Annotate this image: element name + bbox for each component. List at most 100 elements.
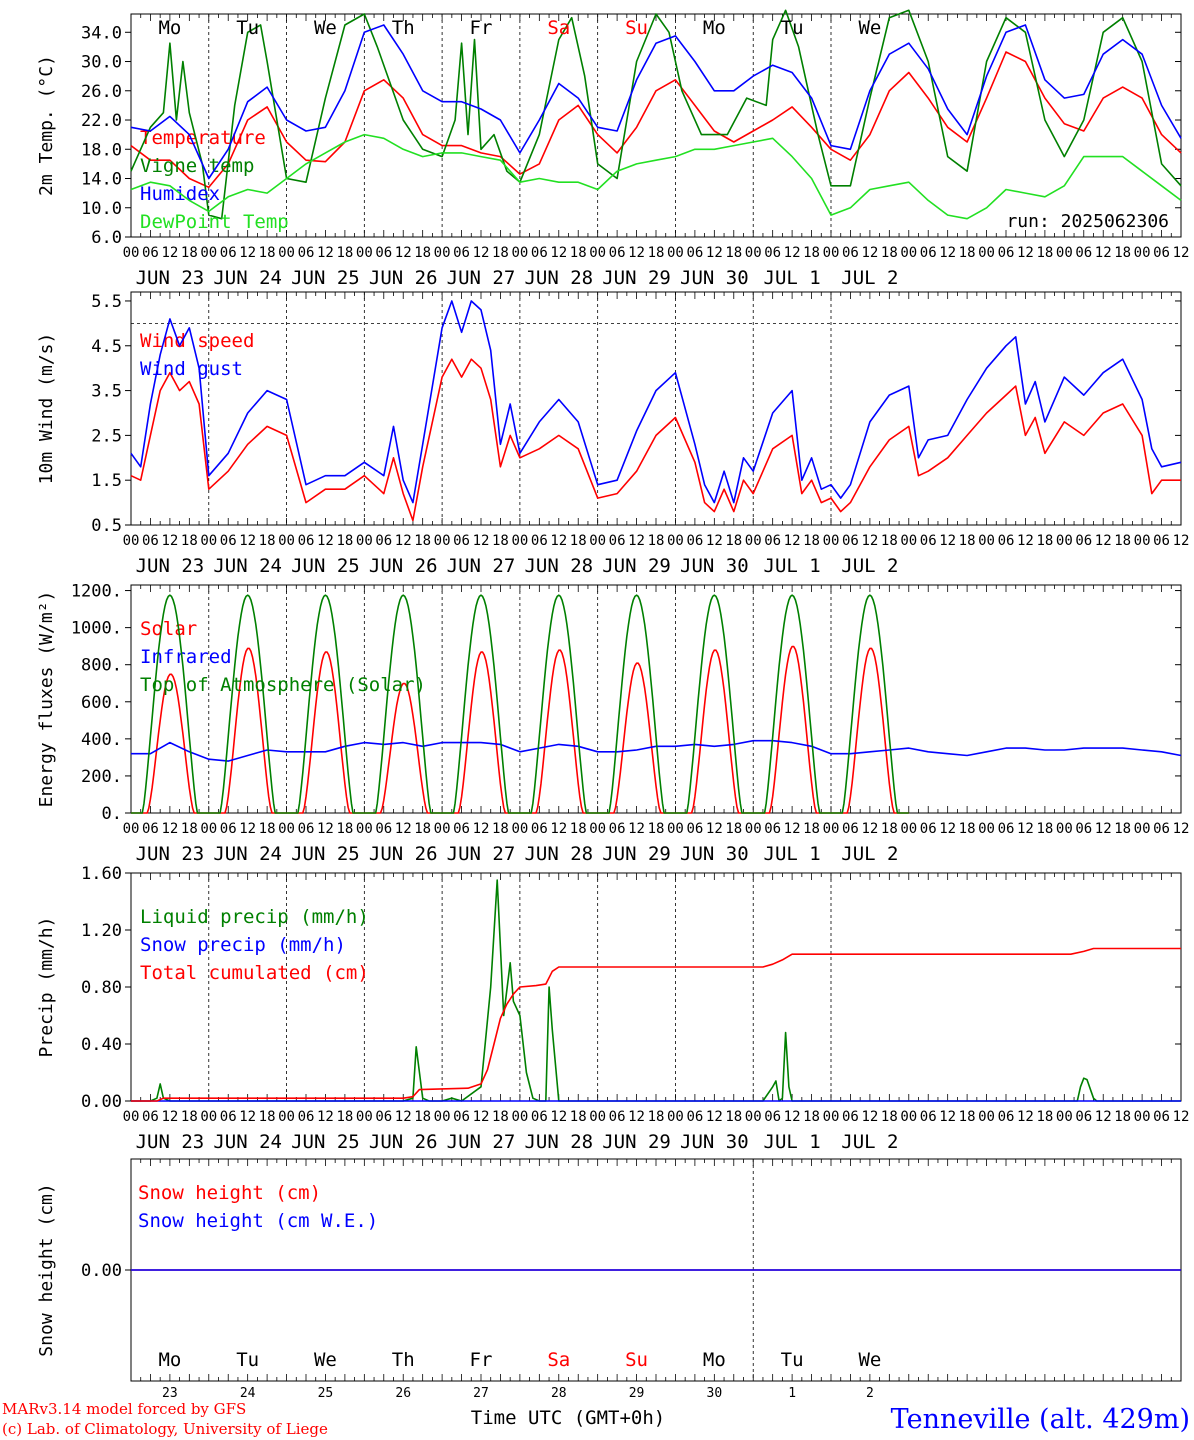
hour-tick-label: 06 xyxy=(920,821,937,837)
hour-tick-label: 12 xyxy=(317,1109,334,1125)
y-tick-label: 34.0 xyxy=(81,23,122,43)
hour-tick-label: 18 xyxy=(1114,1109,1131,1125)
day-label: JUN 28 xyxy=(524,843,593,865)
hour-tick-label: 12 xyxy=(550,821,567,837)
hour-tick-label: 18 xyxy=(492,245,509,261)
hour-tick-label: 00 xyxy=(667,821,684,837)
hour-tick-label: 12 xyxy=(239,245,256,261)
hour-tick-label: 12 xyxy=(1095,245,1112,261)
legend-entry: Solar xyxy=(140,618,197,640)
hour-tick-label: 00 xyxy=(745,821,762,837)
y-tick-label: 10.0 xyxy=(81,199,122,219)
hour-tick-label: 18 xyxy=(414,821,431,837)
y-axis-title: 2m Temp. (°C) xyxy=(36,55,57,196)
hour-tick-label: 18 xyxy=(181,533,198,549)
hour-tick-label: 06 xyxy=(609,245,626,261)
hour-tick-label: 18 xyxy=(725,821,742,837)
y-tick-label: 22.0 xyxy=(81,111,122,131)
hour-tick-label: 12 xyxy=(239,821,256,837)
hour-tick-label: 06 xyxy=(998,1109,1015,1125)
hour-tick-label: 00 xyxy=(356,245,373,261)
day-label: JUN 25 xyxy=(291,1131,360,1153)
snow-panel: 0.00 Snow height (cm) Snow height (cm) Snow… xyxy=(36,1158,1182,1401)
legend-entry: Snow height (cm W.E.) xyxy=(138,1210,378,1232)
day-label: JUL 2 xyxy=(841,267,898,289)
y-tick-label: 2.5 xyxy=(91,426,122,446)
hour-tick-label: 06 xyxy=(686,1109,703,1125)
series-line-humidex xyxy=(130,24,1182,180)
hour-tick-label: 12 xyxy=(550,533,567,549)
precip-panel: 0.00 0.40 0.80 1.20 1.60 Precip (mm/h) Liquid … xyxy=(36,864,1189,1153)
hour-tick-label: 00 xyxy=(745,245,762,261)
hour-tick-label: 18 xyxy=(803,245,820,261)
hour-tick-label: 12 xyxy=(784,533,801,549)
hour-tick-label: 06 xyxy=(375,821,392,837)
hour-tick-label: 06 xyxy=(764,1109,781,1125)
hour-tick-label: 18 xyxy=(414,533,431,549)
hour-tick-label: 00 xyxy=(200,821,217,837)
hour-tick-label: 06 xyxy=(298,533,315,549)
hour-tick-label: 00 xyxy=(745,533,762,549)
hour-tick-label: 00 xyxy=(278,1109,295,1125)
hour-tick-label: 18 xyxy=(336,821,353,837)
hour-tick-label: 18 xyxy=(570,245,587,261)
weekday-label: Fr xyxy=(470,1349,493,1371)
hour-tick-label: 12 xyxy=(1173,821,1190,837)
hour-tick-label: 00 xyxy=(356,533,373,549)
day-label: JUN 30 xyxy=(680,1131,749,1153)
weekday-label: We xyxy=(314,17,337,39)
hour-tick-label: 12 xyxy=(473,1109,490,1125)
hour-tick-label: 00 xyxy=(200,245,217,261)
hour-tick-label: 00 xyxy=(667,533,684,549)
hour-tick-label: 00 xyxy=(1056,533,1073,549)
legend-entry: Wind gust xyxy=(140,358,243,380)
day-label: JUL 1 xyxy=(764,555,821,577)
day-label: JUN 23 xyxy=(136,555,205,577)
hour-tick-label: 00 xyxy=(667,1109,684,1125)
hour-tick-label: 06 xyxy=(686,821,703,837)
hour-tick-label: 12 xyxy=(473,533,490,549)
hour-tick-label: 12 xyxy=(395,821,412,837)
lab-credit: (c) Lab. of Climatology, University of L… xyxy=(2,1420,328,1438)
hour-tick-label: 18 xyxy=(336,1109,353,1125)
hour-tick-label: 00 xyxy=(745,1109,762,1125)
hour-tick-label: 06 xyxy=(531,533,548,549)
hour-tick-label: 06 xyxy=(142,533,159,549)
hour-tick-label: 06 xyxy=(842,533,859,549)
hour-tick-label: 00 xyxy=(123,245,140,261)
hour-tick-label: 12 xyxy=(939,245,956,261)
y-tick-label: 0.80 xyxy=(81,978,122,998)
hour-tick-label: 12 xyxy=(1173,245,1190,261)
y-tick-label: 0. xyxy=(102,804,122,824)
hour-tick-label: 12 xyxy=(161,821,178,837)
day-label: JUN 29 xyxy=(602,1131,671,1153)
hour-tick-label: 00 xyxy=(200,533,217,549)
legend-entry: DewPoint Temp xyxy=(140,211,289,233)
hour-tick-label: 18 xyxy=(570,1109,587,1125)
weekday-label: Tu xyxy=(236,17,259,39)
hour-tick-label: 12 xyxy=(1095,821,1112,837)
day-label: JUN 27 xyxy=(447,555,516,577)
hour-tick-label: 06 xyxy=(998,245,1015,261)
time-axis-title: Time UTC (GMT+0h) xyxy=(471,1407,665,1429)
hour-tick-label: 12 xyxy=(395,245,412,261)
plot-frame xyxy=(130,584,1182,814)
legend-entry: Liquid precip (mm/h) xyxy=(140,906,369,928)
hour-tick-label: 00 xyxy=(434,1109,451,1125)
y-tick-label: 800. xyxy=(81,656,122,676)
hour-tick-label: 06 xyxy=(1153,1109,1170,1125)
weekday-label: Tu xyxy=(781,17,804,39)
day-label: JUN 28 xyxy=(524,267,593,289)
hour-tick-label: 12 xyxy=(784,245,801,261)
day-label: JUN 26 xyxy=(369,267,438,289)
y-tick-label: 26.0 xyxy=(81,82,122,102)
hour-tick-label: 18 xyxy=(570,821,587,837)
y-tick-label: 0.00 xyxy=(81,1092,122,1112)
hour-tick-label: 12 xyxy=(1017,821,1034,837)
day-label: JUN 30 xyxy=(680,555,749,577)
weekday-label: Mo xyxy=(158,1349,181,1371)
hour-tick-label: 12 xyxy=(239,1109,256,1125)
series-line-wind-speed xyxy=(130,358,1181,522)
hour-tick-label: 18 xyxy=(1036,533,1053,549)
hour-tick-label: 00 xyxy=(434,533,451,549)
